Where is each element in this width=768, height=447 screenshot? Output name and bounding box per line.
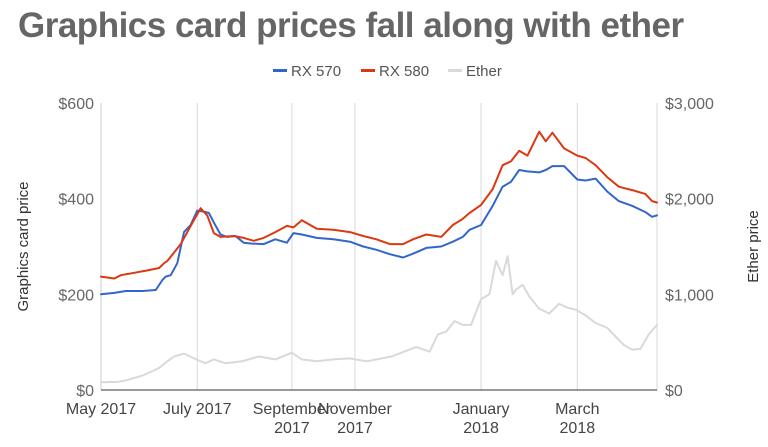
- series-line-rx-570: [100, 165, 658, 296]
- series-line-rx-580: [100, 130, 658, 280]
- y-tick-label-left: $600: [58, 96, 94, 113]
- legend-swatch: [273, 69, 287, 72]
- x-tick-label: 2018: [463, 420, 499, 437]
- y-axis-title-right: Ether price: [745, 210, 762, 283]
- x-tick-label: July 2017: [163, 401, 232, 418]
- y-axis-title-left: Graphics card price: [15, 181, 32, 311]
- legend-label: RX 570: [291, 63, 341, 80]
- legend-label: Ether: [466, 63, 502, 80]
- chart-title: Graphics card prices fall along with eth…: [18, 6, 684, 45]
- x-tick-label: January: [453, 401, 510, 418]
- legend-label: RX 580: [379, 63, 429, 80]
- legend-swatch: [448, 69, 462, 72]
- x-tick-label: March: [555, 401, 599, 418]
- y-tick-label-right: $0: [665, 383, 683, 400]
- y-tick-label-right: $1,000: [665, 287, 714, 304]
- y-tick-label-left: $200: [58, 287, 94, 304]
- x-tick-label: 2018: [560, 420, 596, 437]
- grid-layer: [100, 103, 658, 391]
- x-tick-label: 2017: [337, 420, 373, 437]
- legend-swatch: [361, 69, 375, 72]
- axis-layer: $0 $200 $400 $600 $0 $1,000 $2,000 $3,000 May 20…: [15, 96, 762, 437]
- y-tick-label-right: $3,000: [665, 96, 714, 113]
- y-tick-label-left: $0: [76, 383, 94, 400]
- legend: RX 570 RX 580 Ether: [273, 63, 502, 80]
- y-tick-label-right: $2,000: [665, 192, 714, 209]
- x-tick-label: November: [318, 401, 392, 418]
- x-tick-label: September: [253, 401, 332, 418]
- series-layer: [100, 130, 658, 384]
- y-tick-label-left: $400: [58, 192, 94, 209]
- x-tick-label: 2017: [274, 420, 310, 437]
- series-line-ether: [100, 255, 658, 384]
- x-tick-label: May 2017: [66, 401, 136, 418]
